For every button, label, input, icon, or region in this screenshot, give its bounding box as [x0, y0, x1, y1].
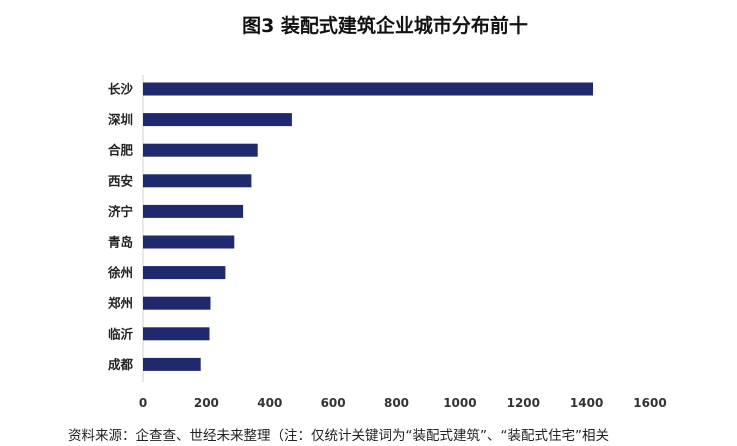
category-label-2: 合肥	[108, 143, 134, 158]
bar-8	[143, 327, 210, 341]
x-tick-label-7: 1400	[570, 396, 603, 410]
x-tick-label-3: 600	[321, 396, 346, 410]
bar-3	[143, 174, 252, 188]
category-label-3: 西安	[108, 173, 133, 188]
bar-6	[143, 266, 226, 280]
bar-0	[143, 82, 593, 96]
category-label-7: 郑州	[108, 296, 133, 311]
category-label-5: 青岛	[108, 235, 133, 250]
category-label-4: 济宁	[108, 204, 133, 219]
bars-group	[143, 82, 593, 371]
x-tick-label-4: 800	[384, 396, 409, 410]
category-label-0: 长沙	[108, 82, 134, 97]
category-label-8: 临沂	[108, 326, 134, 341]
category-label-6: 徐州	[107, 265, 133, 280]
chart-title: 图3 装配式建筑企业城市分布前十	[242, 14, 528, 37]
bar-1	[143, 113, 292, 127]
source-note: 资料来源：企查查、世经未来整理（注：仅统计关键词为“装配式建筑”、“装配式住宅”…	[68, 427, 609, 444]
category-label-1: 深圳	[108, 112, 133, 127]
x-tick-label-2: 400	[257, 396, 282, 410]
bar-7	[143, 296, 211, 310]
x-tick-labels-group: 0 200 400 600 800 1000 1200 1400 1600	[139, 396, 667, 410]
x-tick-label-6: 1200	[507, 396, 540, 410]
bar-5	[143, 235, 235, 249]
x-tick-label-1: 200	[194, 396, 219, 410]
category-label-9: 成都	[108, 357, 134, 372]
bar-2	[143, 143, 258, 157]
x-tick-label-8: 1600	[633, 396, 666, 410]
x-tick-label-5: 1000	[443, 396, 476, 410]
bar-4	[143, 204, 244, 218]
x-tick-label-0: 0	[139, 396, 147, 410]
bar-9	[143, 357, 201, 371]
